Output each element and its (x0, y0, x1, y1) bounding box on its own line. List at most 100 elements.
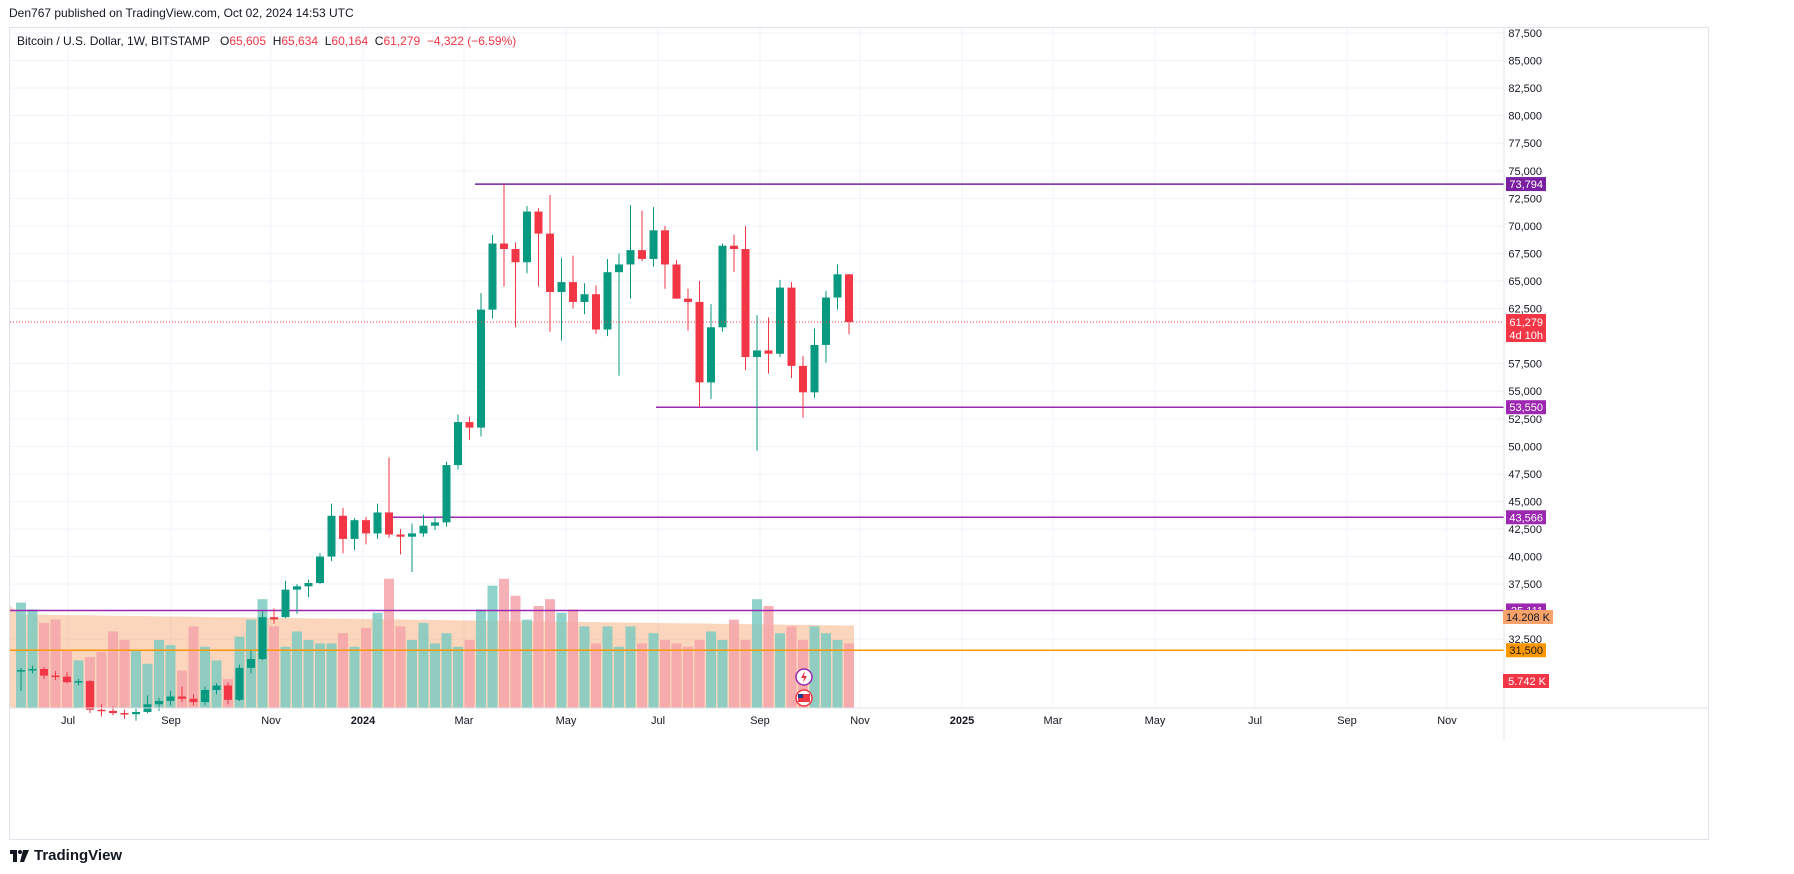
y-tick-label: 37,500 (1508, 579, 1542, 591)
volume-bar (706, 631, 716, 708)
volume-bar (729, 619, 739, 708)
volume-bar (119, 640, 130, 708)
candle-body (327, 515, 336, 557)
candle-body (86, 681, 94, 710)
x-tick-label: Jul (1248, 715, 1262, 727)
volume-last-label: 5.742 K (1508, 676, 1547, 688)
y-tick-label: 57,500 (1508, 359, 1542, 371)
y-tick-label: 72,500 (1508, 193, 1542, 205)
candle-body (442, 465, 451, 523)
volume-bar (763, 606, 774, 708)
volume-bar (821, 633, 831, 708)
symbol-legend: Bitcoin / U.S. Dollar, 1W, BITSTAMP O65,… (17, 34, 516, 48)
change-value: −4,322 (−6.59%) (426, 34, 517, 48)
symbol-title: Bitcoin / U.S. Dollar, 1W, BITSTAMP (17, 34, 210, 48)
volume-bar (499, 578, 509, 708)
y-tick-label: 32,500 (1508, 634, 1542, 646)
volume-bar (545, 599, 555, 708)
volume-bar (108, 631, 118, 708)
x-tick-label: 2024 (351, 715, 376, 727)
candle-body (178, 696, 186, 699)
volume-bar (568, 609, 578, 708)
candle-body (247, 659, 255, 668)
volume-bar (533, 606, 544, 708)
candle-body (799, 365, 807, 393)
y-tick-label: 70,000 (1508, 221, 1542, 233)
tradingview-logo-icon (10, 849, 29, 862)
x-tick-label: Nov (1437, 715, 1457, 727)
brand-name: TradingView (34, 847, 123, 864)
level-price-label: 53,550 (1509, 402, 1543, 414)
y-tick-label: 45,000 (1508, 496, 1542, 508)
candle-body (385, 512, 393, 535)
candle-body (132, 711, 140, 715)
volume-bar (752, 599, 762, 708)
candle-body (707, 327, 715, 383)
candle-body (97, 709, 106, 712)
volume-bar (832, 640, 843, 708)
level-price-label: 31,500 (1509, 645, 1543, 657)
volume-bar (292, 631, 302, 708)
flag-canton-icon (798, 694, 803, 698)
volume-last-tag (1503, 674, 1549, 688)
candle-body (592, 294, 600, 330)
low-value: 60,164 (331, 34, 369, 48)
candle-body (166, 696, 175, 701)
chart-frame (9, 27, 1709, 840)
candle-body (51, 675, 60, 678)
candle-body (477, 309, 485, 428)
volume-bar (303, 640, 314, 708)
volume-bar (200, 646, 210, 708)
y-tick-label: 80,000 (1508, 111, 1542, 123)
candle-body (684, 298, 692, 302)
volume-bar (315, 643, 325, 708)
footer-brand[interactable]: TradingView (10, 847, 122, 864)
volume-bar (510, 595, 521, 708)
volume-bar (476, 609, 486, 708)
high-label: H (272, 34, 282, 48)
volume-bar (142, 663, 153, 708)
y-tick-label: 40,000 (1508, 552, 1542, 564)
candle-body (419, 525, 428, 534)
candle-body (661, 230, 669, 265)
close-label: C (374, 34, 384, 48)
y-tick-label: 85,000 (1508, 56, 1542, 68)
candle-body (408, 533, 416, 537)
x-tick-label: Nov (850, 715, 870, 727)
volume-bar (775, 633, 785, 708)
candle-body (488, 243, 497, 310)
volume-bar (280, 646, 291, 708)
candle-body (523, 211, 531, 263)
volume-bar (384, 578, 394, 708)
candle-body (845, 274, 853, 323)
candle-body (718, 245, 727, 328)
x-tick-label: Sep (750, 715, 770, 727)
candle-body (281, 589, 290, 618)
volume-ma-label: 14.208 K (1506, 612, 1551, 624)
candle-body (500, 243, 508, 250)
last-price-label: 61,279 (1509, 317, 1543, 329)
candle-body (258, 617, 267, 660)
candle-body (304, 583, 313, 587)
x-tick-label: Sep (161, 715, 181, 727)
x-tick-label: Sep (1337, 715, 1357, 727)
candle-body (339, 515, 347, 539)
lightning-bolt-icon (801, 671, 807, 683)
volume-bar (625, 626, 636, 708)
candle-body (212, 685, 221, 690)
x-tick-label: Mar (1044, 715, 1063, 727)
candle-body (787, 287, 796, 366)
volume-bar (39, 623, 49, 708)
candle-body (695, 301, 704, 383)
volume-bar (338, 633, 348, 708)
y-tick-label: 75,000 (1508, 166, 1542, 178)
candle-body (776, 287, 784, 354)
volume-bar (660, 640, 670, 708)
level-price-label: 73,794 (1509, 179, 1543, 191)
level-price-tag (1506, 400, 1546, 415)
volume-bar (50, 619, 61, 708)
close-value: 61,279 (383, 34, 421, 48)
volume-bar (786, 626, 797, 708)
y-tick-label: 65,000 (1508, 276, 1542, 288)
